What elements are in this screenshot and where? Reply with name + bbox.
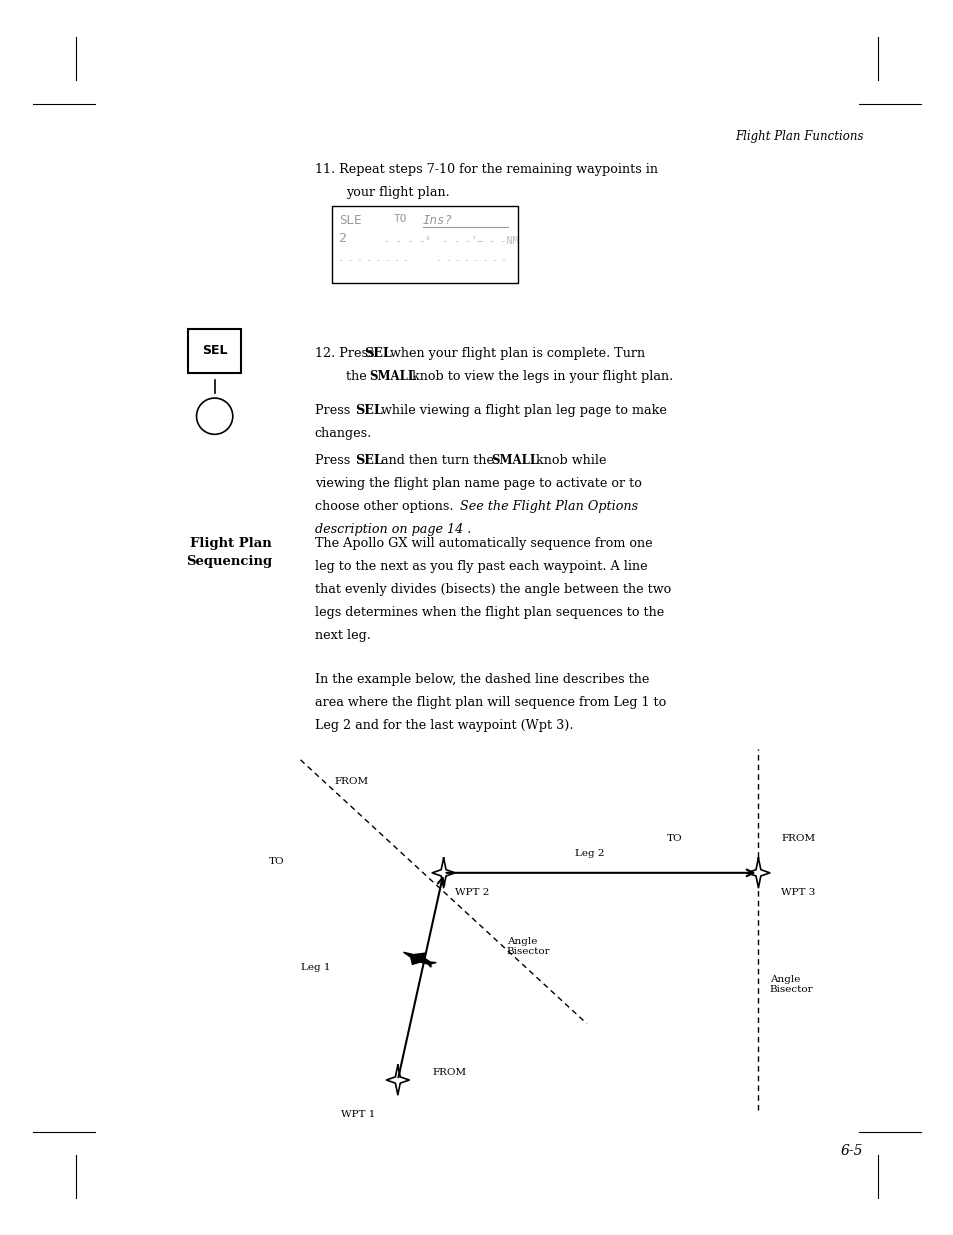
Text: description on page 14 .: description on page 14 . bbox=[314, 524, 471, 536]
Text: Press: Press bbox=[314, 404, 354, 417]
Text: Ins?: Ins? bbox=[422, 214, 452, 227]
Polygon shape bbox=[432, 858, 455, 888]
Text: See the Flight Plan Options: See the Flight Plan Options bbox=[459, 500, 638, 514]
Text: TO: TO bbox=[394, 214, 407, 224]
Text: - - - -°: - - - -° bbox=[384, 236, 431, 246]
Text: Angle
Bisector: Angle Bisector bbox=[506, 937, 550, 956]
Text: SEL: SEL bbox=[355, 404, 382, 417]
Text: TO: TO bbox=[666, 834, 681, 842]
Polygon shape bbox=[403, 952, 436, 967]
Text: and then turn the: and then turn the bbox=[376, 454, 497, 468]
Polygon shape bbox=[386, 1065, 409, 1095]
Text: knob while: knob while bbox=[532, 454, 606, 468]
Text: SLE: SLE bbox=[338, 214, 361, 227]
Text: Press: Press bbox=[314, 454, 354, 468]
Text: SEL: SEL bbox=[364, 347, 392, 361]
Text: WPT 3: WPT 3 bbox=[781, 888, 815, 897]
Text: the: the bbox=[346, 370, 371, 383]
Text: 12. Press: 12. Press bbox=[314, 347, 378, 361]
Text: Leg 2: Leg 2 bbox=[575, 848, 604, 858]
Text: WPT 1: WPT 1 bbox=[340, 1110, 375, 1119]
Text: In the example below, the dashed line describes the: In the example below, the dashed line de… bbox=[314, 673, 648, 687]
Text: choose other options.: choose other options. bbox=[314, 500, 456, 514]
Text: 11. Repeat steps 7-10 for the remaining waypoints in: 11. Repeat steps 7-10 for the remaining … bbox=[314, 163, 658, 177]
Bar bbox=[332, 206, 517, 283]
Text: knob to view the legs in your flight plan.: knob to view the legs in your flight pla… bbox=[408, 370, 673, 383]
Text: SMALL: SMALL bbox=[491, 454, 537, 468]
Text: SEL: SEL bbox=[202, 345, 227, 357]
Text: FROM: FROM bbox=[432, 1068, 466, 1077]
Text: SMALL: SMALL bbox=[369, 370, 416, 383]
Text: 2: 2 bbox=[338, 232, 346, 246]
Text: SEL: SEL bbox=[355, 454, 382, 468]
Bar bbox=[189, 329, 240, 373]
Text: when your flight plan is complete. Turn: when your flight plan is complete. Turn bbox=[386, 347, 645, 361]
Text: changes.: changes. bbox=[314, 426, 372, 440]
Text: legs determines when the flight plan sequences to the: legs determines when the flight plan seq… bbox=[314, 606, 663, 619]
Text: FROM: FROM bbox=[781, 834, 815, 842]
Text: Flight Plan
Sequencing: Flight Plan Sequencing bbox=[186, 537, 272, 568]
Text: area where the flight plan will sequence from Leg 1 to: area where the flight plan will sequence… bbox=[314, 697, 665, 709]
Text: The Apollo GX will automatically sequence from one: The Apollo GX will automatically sequenc… bbox=[314, 537, 652, 551]
Text: while viewing a flight plan leg page to make: while viewing a flight plan leg page to … bbox=[376, 404, 666, 417]
Text: Leg 1: Leg 1 bbox=[300, 962, 330, 972]
Polygon shape bbox=[746, 858, 769, 888]
Text: your flight plan.: your flight plan. bbox=[346, 186, 450, 199]
Text: leg to the next as you fly past each waypoint. A line: leg to the next as you fly past each way… bbox=[314, 561, 647, 573]
Text: - - - - - - - -: - - - - - - - - bbox=[338, 256, 408, 264]
Text: Flight Plan Functions: Flight Plan Functions bbox=[734, 130, 862, 143]
Text: FROM: FROM bbox=[335, 777, 369, 787]
Text: 6-5: 6-5 bbox=[840, 1145, 862, 1158]
Text: - - - - - - - -: - - - - - - - - bbox=[436, 256, 506, 264]
Text: TO: TO bbox=[269, 857, 284, 866]
Text: next leg.: next leg. bbox=[314, 629, 371, 642]
Text: WPT 2: WPT 2 bbox=[455, 888, 489, 897]
Text: Leg 2 and for the last waypoint (Wpt 3).: Leg 2 and for the last waypoint (Wpt 3). bbox=[314, 719, 573, 732]
Text: Angle
Bisector: Angle Bisector bbox=[769, 974, 813, 994]
Text: viewing the flight plan name page to activate or to: viewing the flight plan name page to act… bbox=[314, 478, 641, 490]
Text: - - -'– - -NM: - - -'– - -NM bbox=[441, 236, 517, 246]
Text: that evenly divides (bisects) the angle between the two: that evenly divides (bisects) the angle … bbox=[314, 583, 670, 597]
